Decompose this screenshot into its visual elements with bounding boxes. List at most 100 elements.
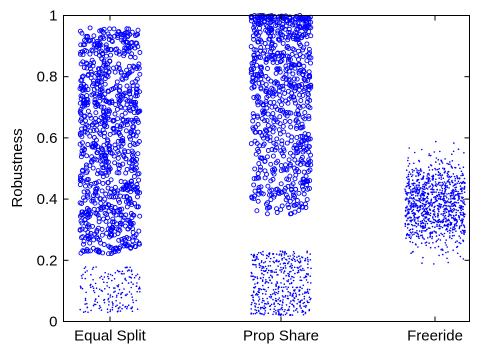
data-point-dot — [121, 282, 124, 285]
data-point-dot — [111, 274, 114, 277]
data-point-dot — [454, 217, 457, 219]
data-point-dot — [93, 291, 96, 294]
data-point-dot — [408, 180, 410, 182]
data-point-dot — [410, 194, 413, 196]
data-point-dot — [429, 154, 432, 157]
data-point-dot — [296, 259, 299, 262]
data-point-dot — [292, 250, 295, 253]
data-point-circle — [95, 247, 101, 253]
data-point-circle — [287, 198, 293, 204]
data-point-circle — [89, 57, 95, 63]
data-point-dot — [429, 185, 432, 187]
data-point-circle — [95, 168, 101, 174]
data-point-dot — [432, 217, 434, 219]
data-point-dot — [136, 308, 139, 311]
data-point-circle — [127, 220, 133, 226]
data-point-circle — [105, 88, 111, 94]
data-point-dot — [433, 263, 435, 265]
data-point-dot — [86, 302, 88, 305]
data-point-dot — [119, 302, 121, 304]
data-point-dot — [432, 174, 435, 177]
data-point-circle — [135, 151, 141, 157]
data-point-circle — [286, 29, 292, 35]
data-point-circle — [94, 157, 100, 163]
data-point-dot — [421, 262, 423, 264]
data-point-dot — [131, 273, 133, 276]
data-point-circle — [279, 203, 285, 209]
data-point-circle — [96, 219, 102, 225]
data-point-circle — [278, 181, 284, 187]
data-point-circle — [256, 94, 262, 100]
data-point-dot — [84, 277, 87, 280]
data-point-circle — [289, 134, 295, 140]
data-point-dot — [270, 303, 273, 306]
data-point-dot — [106, 285, 108, 287]
data-point-dot — [307, 273, 309, 275]
data-point-dot — [414, 222, 417, 224]
data-point-circle — [307, 167, 313, 173]
data-point-dot — [435, 191, 437, 193]
data-point-dot — [418, 200, 421, 202]
data-point-circle — [98, 104, 104, 110]
data-point-dot — [454, 179, 456, 182]
data-point-dot — [425, 241, 428, 243]
data-point-circle — [284, 18, 290, 23]
data-point-circle — [274, 210, 280, 215]
data-point-dot — [108, 286, 111, 289]
data-point-circle — [265, 66, 270, 71]
data-point-dot — [415, 188, 418, 191]
data-point-circle — [287, 162, 293, 167]
data-point-dot — [95, 287, 98, 290]
data-point-dot — [262, 265, 264, 268]
data-point-dot — [410, 208, 412, 210]
data-point-circle — [120, 117, 126, 123]
data-point-circle — [111, 26, 117, 32]
data-point-dot — [446, 246, 449, 248]
data-point-dot — [443, 216, 446, 218]
data-point-circle — [133, 165, 139, 171]
data-point-dot — [268, 269, 270, 272]
data-point-dot — [261, 306, 264, 309]
data-point-circle — [134, 204, 140, 210]
data-point-dot — [299, 268, 302, 271]
data-point-dot — [266, 271, 269, 274]
data-point-circle — [124, 122, 130, 128]
data-point-circle — [277, 98, 283, 104]
data-point-dot — [286, 259, 288, 261]
data-point-circle — [108, 177, 114, 183]
data-point-dot — [461, 196, 463, 198]
data-point-circle — [258, 71, 264, 77]
data-point-dot — [270, 297, 272, 299]
data-point-circle — [100, 127, 106, 133]
data-point-dot — [435, 231, 437, 233]
data-point-dot — [415, 203, 418, 205]
data-point-dot — [259, 277, 262, 279]
data-point-circle — [80, 73, 86, 79]
data-point-dot — [297, 261, 300, 263]
data-point-circle — [129, 29, 135, 35]
data-point-circle — [282, 118, 288, 124]
data-point-dot — [424, 210, 427, 213]
data-point-dot — [116, 310, 119, 313]
data-point-dot — [275, 313, 277, 315]
data-point-circle — [102, 196, 108, 202]
data-point-circle — [280, 123, 286, 129]
data-point-circle — [115, 155, 121, 161]
data-point-dot — [416, 192, 419, 195]
data-point-dot — [438, 202, 441, 205]
data-point-dot — [448, 213, 451, 216]
data-point-dot — [422, 225, 425, 227]
data-point-circle — [110, 86, 116, 92]
data-point-circle — [113, 102, 119, 108]
data-point-dot — [292, 279, 295, 282]
data-point-dot — [108, 304, 110, 306]
data-point-dot — [300, 307, 303, 309]
data-point-dot — [462, 214, 465, 216]
data-point-dot — [461, 200, 464, 202]
data-point-dot — [295, 294, 298, 296]
data-point-dot — [425, 230, 427, 232]
data-point-dot — [459, 237, 462, 239]
data-point-dot — [441, 198, 444, 200]
data-point-circle — [89, 47, 95, 53]
data-point-dot — [304, 259, 307, 262]
